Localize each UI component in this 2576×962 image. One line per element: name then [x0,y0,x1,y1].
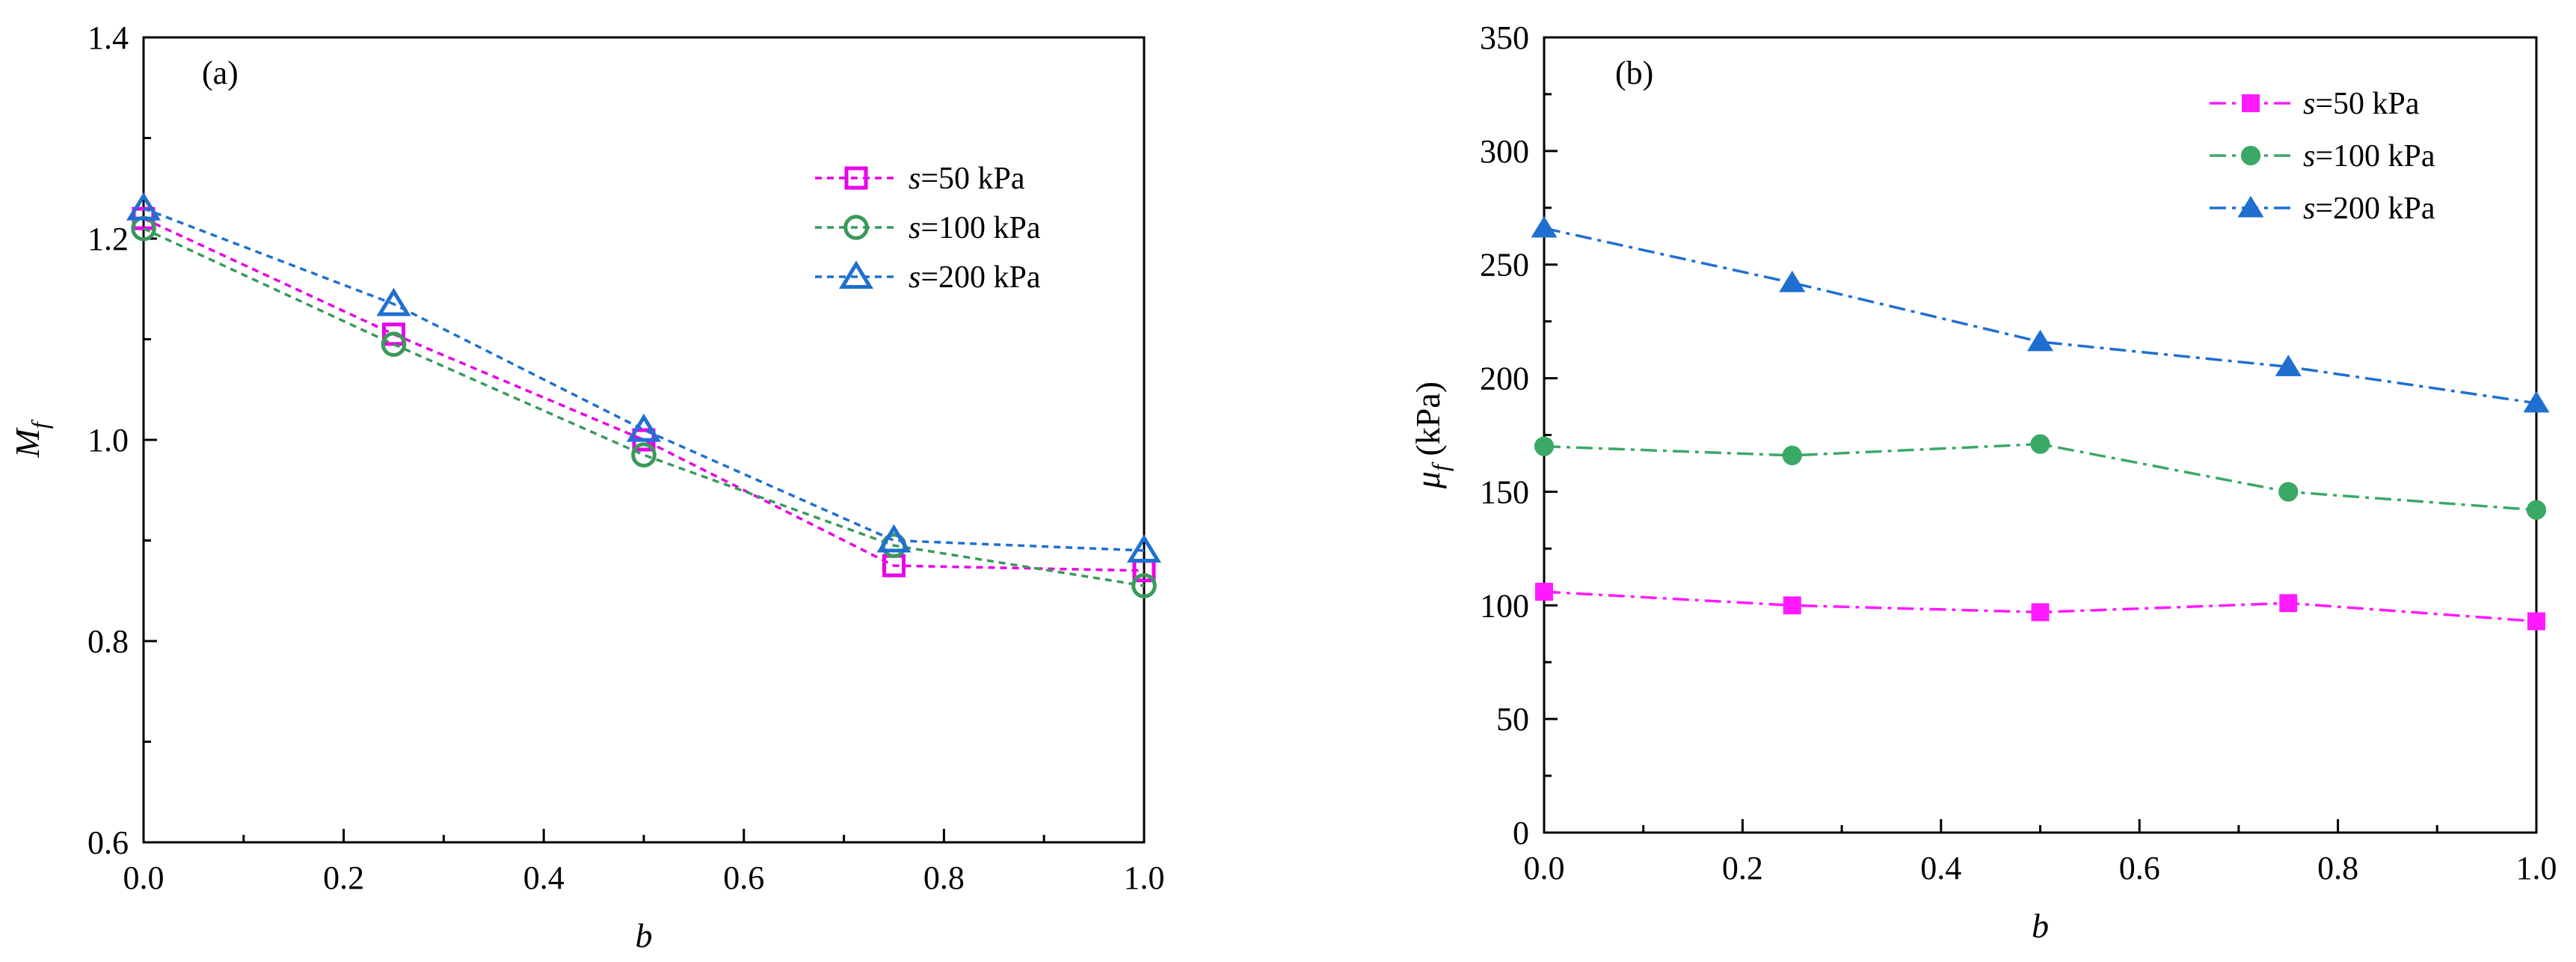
data-point [2526,500,2547,520]
x-tick-label: 1.0 [1124,860,1165,896]
data-point [626,413,662,442]
legend-marker [2237,195,2264,218]
data-point [876,524,912,553]
data-point [1782,445,1802,465]
data-point [1534,436,1555,456]
y-tick-label: 0 [1513,815,1529,851]
legend-marker [2242,94,2260,112]
series-line-2 [143,227,1145,587]
data-point [1779,270,1806,292]
y-tick-label: 200 [1480,361,1529,397]
y-axis-title: μf (kPa) [1409,382,1454,489]
y-tick-label: 1.4 [87,19,129,56]
data-point [2527,612,2545,631]
y-tick-label: 100 [1480,587,1529,624]
x-tick-label: 0.4 [1920,850,1961,886]
x-axis-title: b [636,916,653,955]
y-axis-title: Mf [8,419,53,458]
legend-label: s=200 kPa [909,260,1041,295]
data-point [2031,603,2050,622]
y-tick-label: 250 [1480,247,1529,284]
y-tick-label: 0.8 [87,623,129,660]
panel-label: (a) [202,55,239,91]
y-tick-label: 300 [1480,133,1529,170]
x-axis-title: b [2032,907,2049,945]
legend-label: s=50 kPa [2303,87,2420,121]
x-tick-label: 0.8 [2317,850,2358,886]
x-tick-label: 0.6 [723,860,764,896]
legend-marker [838,260,874,289]
x-tick-label: 0.2 [1722,850,1763,886]
x-tick-label: 0.8 [923,860,965,896]
data-point [1126,534,1162,563]
legend-label: s=50 kPa [909,162,1025,196]
series-line-1 [143,217,1145,572]
data-point [2030,434,2050,454]
data-point [1535,583,1553,601]
y-tick-label: 1.0 [87,422,129,459]
y-tick-label: 350 [1480,19,1529,56]
data-point [381,331,407,358]
data-point [376,287,411,316]
chart-panel-b: 0.0 0.2 0.4 0.6 0.8 1.0 0 50 100 150 200 250 300 350 b… [1409,19,2557,945]
data-point [2279,594,2298,613]
y-tick-label: 0.6 [87,824,129,861]
legend-marker [843,215,869,240]
chart-panel-a: 0.0 0.2 0.4 0.6 0.8 1.0 0.6 0.8 1.0 1.2 1.4 b Mf (a) s… [8,19,1165,955]
x-tick-label: 0.2 [323,860,364,896]
data-point [2523,390,2550,413]
y-tick-label: 1.2 [87,221,129,257]
series-line-3 [1543,227,2537,405]
legend-label: s=100 kPa [909,211,1041,245]
x-tick-label: 0.6 [2119,850,2160,886]
data-point [631,442,657,468]
y-tick-label: 150 [1480,474,1529,510]
y-tick-label: 50 [1496,701,1529,738]
series-line-2 [1543,442,2537,512]
data-point [2278,482,2299,502]
panel-label: (b) [1615,55,1653,91]
x-tick-label: 1.0 [2516,850,2557,886]
data-point [1131,573,1157,598]
data-point [126,192,162,221]
x-tick-label: 0.4 [523,860,565,896]
x-tick-label: 0.0 [1524,850,1565,886]
x-tick-label: 0.0 [123,860,165,896]
data-point [2275,355,2302,376]
data-point [1531,215,1558,238]
data-point [2026,329,2054,352]
data-point [1783,596,1801,615]
legend-marker [844,166,868,190]
legend-label: s=100 kPa [2303,139,2435,174]
legend-marker [2240,145,2261,166]
legend-label: s=200 kPa [2303,192,2435,226]
